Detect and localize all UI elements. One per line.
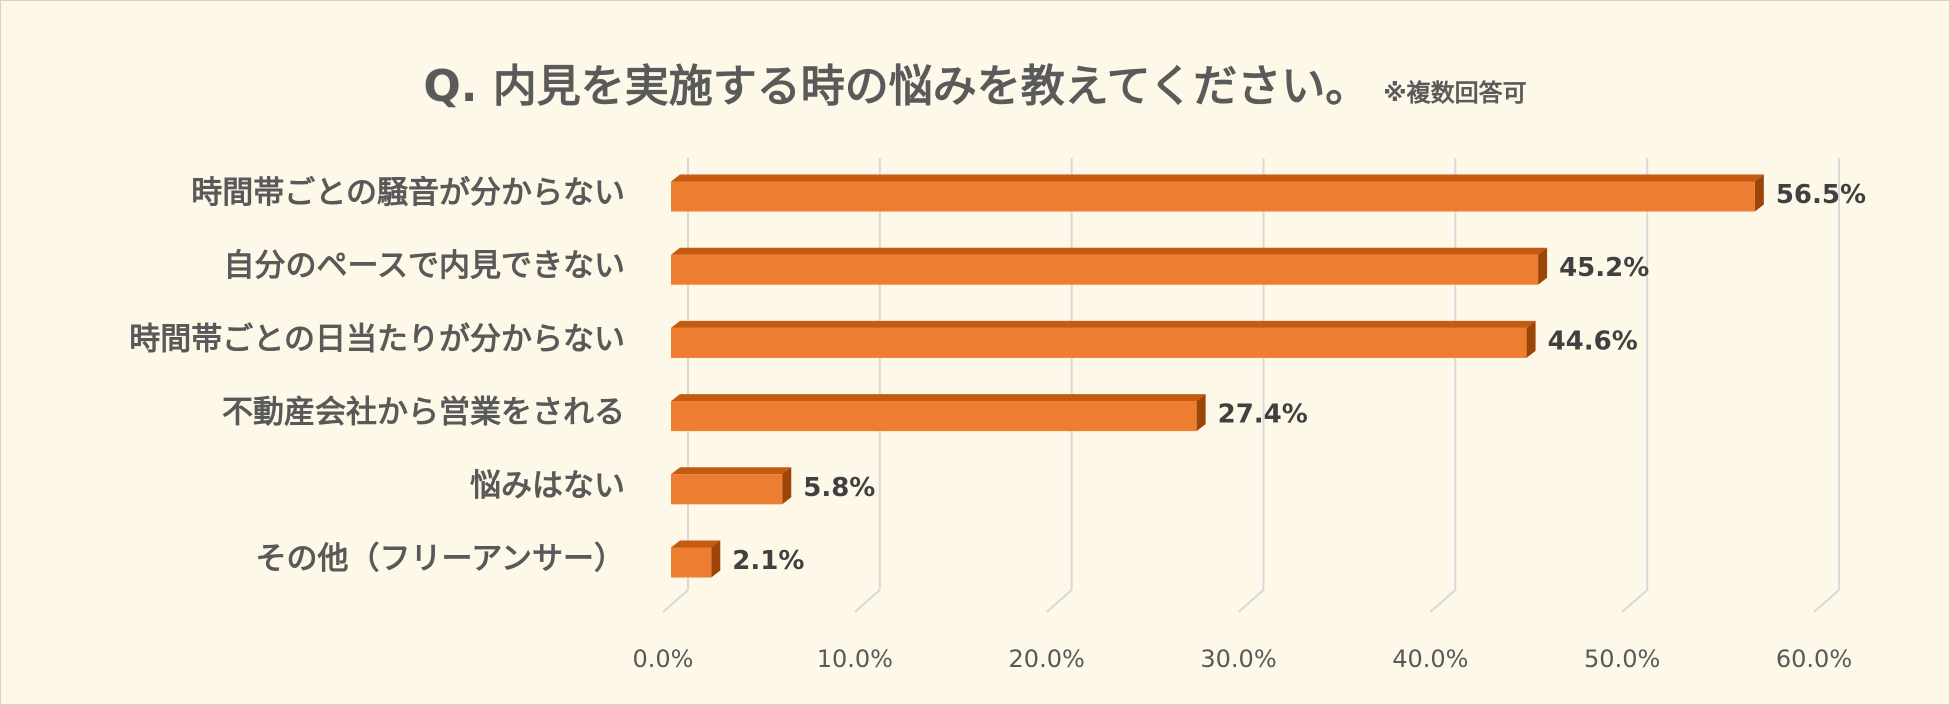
gridline-floor <box>1046 589 1073 613</box>
bar-side <box>782 467 792 505</box>
x-tick-label: 10.0% <box>817 645 893 673</box>
x-tick-label: 40.0% <box>1392 645 1468 673</box>
bar-top <box>671 467 792 475</box>
bar <box>671 181 1755 212</box>
gridline-floor <box>1621 589 1648 613</box>
chart-title: Q. 内見を実施する時の悩みを教えてください。 <box>423 61 1370 112</box>
bar-top <box>671 174 1764 182</box>
bar <box>671 547 712 578</box>
bar-side <box>1526 320 1536 358</box>
bar-top <box>671 394 1206 402</box>
x-tick-label: 30.0% <box>1200 645 1276 673</box>
gridline-floor <box>854 589 881 613</box>
bar <box>671 474 783 505</box>
value-label: 56.5% <box>1776 180 1866 210</box>
x-tick-label: 20.0% <box>1009 645 1085 673</box>
bar <box>671 254 1539 285</box>
gridline-floor <box>662 589 689 613</box>
bar <box>671 401 1197 432</box>
category-label: その他（フリーアンサー） <box>255 541 625 577</box>
bar-top <box>671 540 721 548</box>
bar-top <box>671 320 1536 328</box>
x-tick-label: 60.0% <box>1776 645 1852 673</box>
value-label: 45.2% <box>1559 253 1649 283</box>
value-label: 27.4% <box>1218 400 1308 430</box>
bar <box>671 327 1527 358</box>
chart-title-block: Q. 内見を実施する時の悩みを教えてください。 ※複数回答可 <box>0 50 1950 114</box>
bar-side <box>711 540 721 578</box>
gridline-floor <box>1813 589 1840 613</box>
gridline-floor <box>1237 589 1265 613</box>
bar-side <box>1754 174 1764 212</box>
category-label: 時間帯ごとの日当たりが分からない <box>129 321 625 357</box>
value-label: 44.6% <box>1548 326 1638 356</box>
chart-title-note: ※複数回答可 <box>1383 79 1527 107</box>
bar-side <box>1196 394 1206 432</box>
value-label: 2.1% <box>732 546 804 576</box>
category-label: 悩みはない <box>470 468 625 504</box>
category-label: 不動産会社から営業をされる <box>222 395 625 431</box>
bar-top <box>671 247 1548 255</box>
x-tick-label: 50.0% <box>1584 645 1660 673</box>
bar-side <box>1538 247 1548 285</box>
gridline-floor <box>1429 589 1456 613</box>
value-label: 5.8% <box>803 473 875 503</box>
category-label: 時間帯ごとの騒音が分からない <box>191 175 625 211</box>
category-label: 自分のペースで内見できない <box>224 248 625 284</box>
x-tick-label: 0.0% <box>633 645 694 673</box>
